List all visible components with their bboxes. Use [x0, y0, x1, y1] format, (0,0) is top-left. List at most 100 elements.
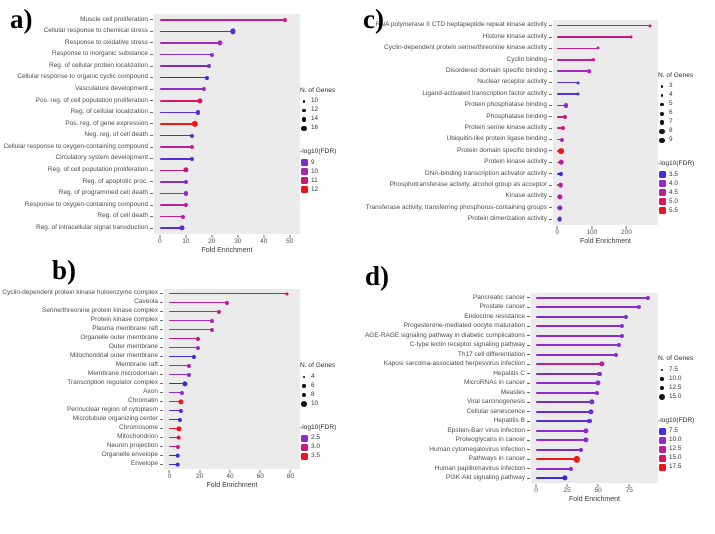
- y-axis-tick: [160, 455, 163, 456]
- lollipop-stem: [536, 334, 622, 337]
- lollipop-row: Reg. of cellular protein localization: [0, 60, 300, 72]
- lollipop-stem: [557, 47, 599, 50]
- size-legend-value: 14: [311, 115, 319, 123]
- lollipop-dot: [583, 437, 589, 443]
- size-legend-value: 6: [311, 381, 315, 389]
- plot-track: [164, 451, 300, 460]
- plot-track: [531, 321, 658, 331]
- y-axis-tick: [527, 430, 530, 432]
- y-axis-tick: [549, 36, 552, 38]
- y-axis-tick: [150, 54, 153, 56]
- category-label: Ligand-activated transcription factor ac…: [422, 89, 547, 97]
- lollipop-dot: [562, 475, 568, 481]
- plot-track: [531, 397, 658, 407]
- plot-track-inner: [557, 123, 650, 134]
- lollipop-stem: [536, 372, 600, 375]
- size-dot-cell: [658, 85, 666, 88]
- panel-letter: a): [10, 4, 33, 34]
- plot-track-inner: [169, 307, 290, 316]
- size-dot-cell: [658, 385, 666, 391]
- lollipop-stem: [536, 315, 626, 318]
- plot-track: [154, 129, 300, 142]
- lollipop-dot: [176, 435, 181, 440]
- size-legend-item: 15.0: [658, 393, 713, 402]
- y-axis-tick: [160, 347, 163, 348]
- lollipop-chart: RNA polymerase II CTD heptapeptide repea…: [357, 20, 658, 267]
- category-label: Transcription regulator complex: [67, 379, 158, 387]
- panel-b: b) Cyclin-dependent protein kinase holoen…: [0, 257, 357, 534]
- x-tick-label: 0: [555, 229, 559, 236]
- size-dot-cell: [658, 128, 666, 135]
- lollipop-stem: [557, 138, 563, 141]
- chart-rows: Pancreatic cancer Prostate cancer Endocrin…: [357, 293, 658, 483]
- size-dot-icon: [660, 368, 664, 372]
- category-label: Disordered domain specific binding: [445, 67, 547, 74]
- lollipop-row: Serine/threonine protein kinase complex: [0, 307, 300, 316]
- lollipop-dot: [183, 179, 188, 184]
- category-label: Human cytomegalovirus infection: [429, 445, 525, 453]
- y-axis-tick: [160, 383, 163, 384]
- panel-letter: b): [52, 255, 77, 285]
- color-swatch-icon: [300, 159, 308, 167]
- size-dot-icon: [659, 128, 665, 135]
- lollipop-dot: [187, 372, 192, 377]
- plot-track-inner: [159, 130, 290, 142]
- lollipop-dot: [573, 456, 581, 463]
- swatch-cell: [300, 186, 308, 194]
- lollipop-row: Cyclin binding: [357, 54, 658, 66]
- plot-track-inner: [159, 222, 290, 234]
- lollipop-dot: [629, 35, 633, 39]
- plot-track: [164, 433, 300, 442]
- category-label: Reg. of cell death: [97, 212, 148, 220]
- category-label: Axon: [143, 388, 158, 396]
- lollipop-row: Hepatitis C: [357, 369, 658, 379]
- plot-track-inner: [557, 214, 650, 225]
- lollipop-row: Reg. of intracellular signal transductio…: [0, 222, 300, 234]
- plot-track-inner: [536, 436, 649, 446]
- color-legend-value: 10: [311, 167, 319, 175]
- plot-track-inner: [159, 165, 290, 177]
- plot-track-inner: [159, 141, 290, 153]
- lollipop-row: Pathways in cancer: [357, 454, 658, 464]
- lollipop-stem: [536, 325, 622, 328]
- category-label: Reg. of cell population proliferation: [47, 166, 148, 174]
- plot-track: [531, 302, 658, 312]
- y-axis-tick: [150, 65, 153, 67]
- plot-track-inner: [169, 424, 290, 433]
- lollipop-stem: [536, 410, 591, 413]
- size-legend-item: 14: [300, 115, 355, 124]
- color-legend: -log10(FDR) 2.5 3.0 3.5: [300, 424, 355, 461]
- plot-track: [154, 60, 300, 72]
- lollipop-row: Neg. reg. of cell death: [0, 129, 300, 142]
- size-legend-item: 6: [300, 382, 355, 391]
- y-axis-tick: [549, 116, 552, 118]
- color-legend-item: 4.5: [658, 188, 713, 197]
- plot-track: [553, 76, 658, 89]
- y-axis-tick: [160, 392, 163, 393]
- y-axis-tick: [160, 464, 163, 465]
- category-label: Proteoglycans in cancer: [455, 436, 525, 443]
- plot-track-inner: [169, 460, 290, 469]
- plot-track: [164, 289, 300, 298]
- size-legend-item: 7: [658, 118, 713, 127]
- color-legend-item: 5.5: [658, 206, 713, 215]
- lollipop-row: Protein kinase activity: [357, 156, 658, 169]
- lollipop-stem: [557, 36, 631, 38]
- plot-track: [154, 95, 300, 107]
- x-axis-title-spacer: [357, 494, 531, 503]
- x-tick-mark: [263, 235, 265, 238]
- panel-body: RNA polymerase II CTD heptapeptide repea…: [357, 0, 715, 267]
- lollipop-dot: [564, 103, 569, 108]
- plot-track-inner: [159, 153, 290, 165]
- size-legend-value: 12.5: [669, 383, 682, 391]
- lollipop-dot: [562, 114, 567, 119]
- lollipop-row: Kinase activity: [357, 190, 658, 203]
- category-label: Cellular response to chemical stress: [43, 27, 148, 35]
- color-swatch-icon: [658, 198, 666, 206]
- color-legend-item: 7.5: [658, 427, 713, 436]
- x-tick-label: 40: [226, 473, 234, 480]
- x-tick-mark: [566, 484, 568, 487]
- plot-track-inner: [169, 442, 290, 451]
- x-axis-title-row: Fold Enrichment: [0, 480, 300, 489]
- y-axis-tick: [160, 302, 163, 303]
